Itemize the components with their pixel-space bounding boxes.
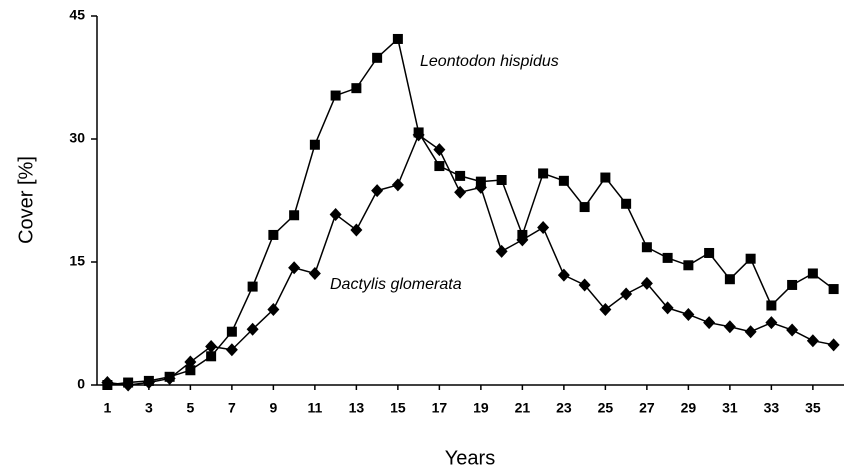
square-marker bbox=[828, 284, 839, 295]
x-tick-label: 11 bbox=[307, 400, 322, 416]
diamond-marker bbox=[205, 339, 218, 353]
diamond-marker bbox=[163, 371, 176, 385]
diamond-marker bbox=[329, 207, 342, 221]
diamond-marker bbox=[661, 301, 674, 315]
diamond-marker bbox=[557, 268, 570, 282]
square-marker bbox=[766, 300, 777, 311]
diamond-marker bbox=[640, 276, 653, 290]
x-tick-label: 7 bbox=[228, 400, 236, 416]
diamond-marker bbox=[537, 221, 550, 235]
x-tick-label: 35 bbox=[805, 400, 821, 416]
diamond-marker bbox=[246, 322, 259, 336]
x-axis-title: Years bbox=[445, 447, 495, 469]
diamond-marker bbox=[765, 316, 778, 330]
square-marker bbox=[455, 170, 466, 181]
x-tick-label: 1 bbox=[103, 400, 111, 416]
diamond-marker bbox=[225, 343, 238, 357]
square-marker bbox=[579, 202, 590, 213]
x-tick-label: 13 bbox=[349, 400, 365, 416]
diamond-marker bbox=[703, 316, 716, 330]
diamond-marker bbox=[350, 223, 363, 237]
square-marker bbox=[496, 175, 507, 185]
diamond-marker bbox=[122, 378, 135, 392]
diamond-marker bbox=[682, 307, 695, 321]
x-tick-label: 9 bbox=[269, 400, 277, 416]
x-tick-label: 5 bbox=[186, 400, 194, 416]
diamond-marker bbox=[142, 376, 155, 390]
square-marker bbox=[289, 210, 300, 221]
x-tick-label: 3 bbox=[145, 400, 153, 416]
square-marker bbox=[538, 168, 549, 179]
square-marker bbox=[372, 52, 383, 63]
diamond-marker bbox=[288, 261, 301, 275]
diamond-marker bbox=[516, 233, 529, 247]
x-tick-label: 33 bbox=[764, 400, 780, 416]
square-marker bbox=[351, 83, 362, 94]
diamond-marker bbox=[184, 355, 197, 369]
diamond-marker bbox=[806, 334, 819, 348]
series-annotation: Leontodon hispidus bbox=[420, 53, 559, 70]
square-marker bbox=[392, 33, 403, 44]
square-marker bbox=[807, 268, 818, 279]
diamond-marker bbox=[391, 178, 404, 192]
square-marker bbox=[621, 198, 632, 209]
diamond-marker bbox=[308, 266, 321, 280]
y-axis-title: Cover [%] bbox=[15, 156, 37, 244]
diamond-marker bbox=[827, 338, 840, 352]
diamond-marker bbox=[412, 128, 425, 142]
square-marker bbox=[683, 260, 694, 271]
diamond-marker bbox=[744, 325, 757, 339]
x-tick-label: 17 bbox=[432, 400, 448, 416]
y-tick-label: 45 bbox=[69, 7, 85, 23]
x-tick-label: 29 bbox=[681, 400, 697, 416]
diamond-marker bbox=[474, 180, 487, 194]
y-tick-label: 15 bbox=[69, 253, 85, 269]
square-marker bbox=[268, 229, 279, 240]
series-line bbox=[107, 133, 834, 386]
y-tick-label: 0 bbox=[77, 376, 85, 392]
square-marker bbox=[787, 279, 798, 290]
diamond-marker bbox=[433, 143, 446, 157]
x-tick-label: 31 bbox=[722, 400, 738, 416]
square-marker bbox=[745, 253, 756, 264]
square-marker bbox=[247, 281, 258, 292]
x-tick-label: 27 bbox=[639, 400, 655, 416]
square-marker bbox=[600, 172, 611, 183]
diamond-marker bbox=[454, 185, 467, 199]
square-marker bbox=[558, 175, 569, 186]
square-marker bbox=[724, 274, 735, 285]
series-line bbox=[107, 37, 835, 386]
x-tick-label: 23 bbox=[556, 400, 572, 416]
diamond-marker bbox=[495, 244, 508, 258]
diamond-marker bbox=[723, 320, 736, 334]
square-marker bbox=[330, 90, 341, 101]
x-tick-label: 25 bbox=[598, 400, 614, 416]
diamond-marker bbox=[786, 323, 799, 337]
diamond-marker bbox=[101, 376, 114, 390]
square-marker bbox=[226, 326, 237, 337]
square-marker bbox=[662, 252, 673, 263]
diamond-marker bbox=[371, 184, 384, 198]
square-marker bbox=[309, 139, 320, 150]
x-tick-label: 19 bbox=[473, 400, 489, 416]
square-marker bbox=[641, 242, 652, 253]
diamond-marker bbox=[620, 287, 633, 301]
y-tick-label: 30 bbox=[69, 130, 85, 146]
x-tick-label: 21 bbox=[515, 400, 531, 416]
square-marker bbox=[704, 247, 715, 258]
square-marker bbox=[206, 351, 217, 362]
x-tick-label: 15 bbox=[390, 400, 406, 416]
series-annotation: Dactylis glomerata bbox=[330, 276, 462, 293]
diamond-marker bbox=[599, 303, 612, 317]
square-marker bbox=[434, 161, 445, 172]
diamond-marker bbox=[267, 303, 280, 317]
square-marker bbox=[185, 365, 196, 376]
diamond-marker bbox=[578, 278, 591, 292]
